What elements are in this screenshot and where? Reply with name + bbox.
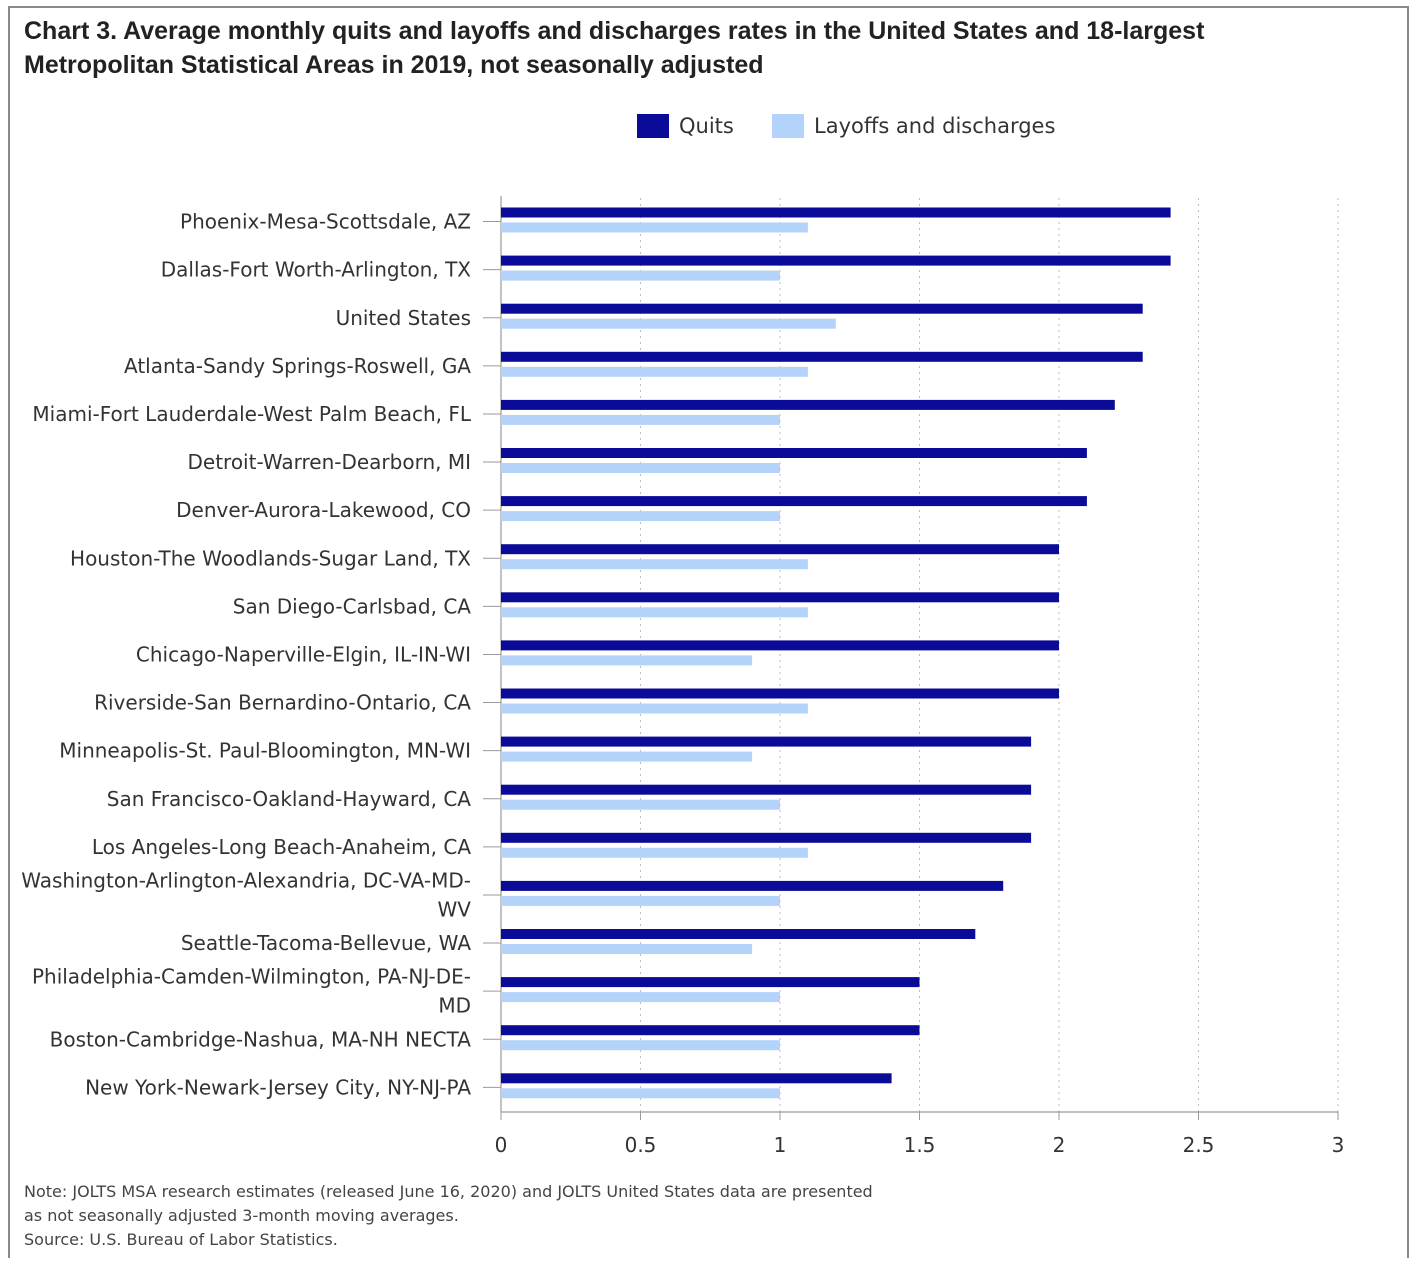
note-line: as not seasonally adjusted 3-month movin… [24, 1206, 459, 1225]
category-label: United States [336, 306, 471, 330]
bar-quits [501, 351, 1143, 362]
bar-quits [501, 784, 1032, 795]
category-label: WV [438, 897, 472, 921]
bar-layoffs [501, 895, 780, 906]
x-tick-label: 3 [1332, 1133, 1345, 1157]
bar-quits [501, 592, 1059, 603]
bar-quits [501, 544, 1059, 555]
bar-layoffs [501, 847, 808, 858]
category-label: Boston-Cambridge-Nashua, MA-NH NECTA [50, 1027, 472, 1051]
bar-quits [501, 207, 1171, 218]
legend-swatch-quits [637, 114, 669, 138]
source-line: Source: U.S. Bureau of Labor Statistics. [24, 1230, 338, 1249]
bar-layoffs [501, 1040, 780, 1051]
bar-quits [501, 929, 976, 939]
x-tick-label: 1.5 [904, 1133, 936, 1157]
category-label: MD [438, 994, 471, 1018]
category-label: San Diego-Carlsbad, CA [233, 594, 472, 618]
category-label: Phoenix-Mesa-Scottsdale, AZ [180, 210, 471, 234]
chart-title: Chart 3. Average monthly quits and layof… [24, 17, 1205, 79]
category-label: Denver-Aurora-Lakewood, CO [176, 498, 471, 522]
category-label: Washington-Arlington-Alexandria, DC-VA-M… [21, 868, 471, 892]
bar-quits [501, 736, 1032, 747]
bar-layoffs [501, 559, 808, 570]
bar-layoffs [501, 270, 780, 281]
bar-layoffs [501, 992, 780, 1003]
bar-layoffs [501, 463, 780, 473]
bar-quits [501, 688, 1059, 699]
bar-layoffs [501, 655, 753, 666]
category-label: Atlanta-Sandy Springs-Roswell, GA [124, 354, 471, 378]
category-label: Riverside-San Bernardino-Ontario, CA [94, 691, 471, 715]
category-label: Los Angeles-Long Beach-Anaheim, CA [92, 835, 471, 859]
bar-quits [501, 303, 1143, 314]
bar-layoffs [501, 944, 753, 954]
bar-quits [501, 448, 1087, 458]
x-tick-label: 2 [1053, 1133, 1066, 1157]
category-label: Detroit-Warren-Dearborn, MI [187, 450, 471, 474]
category-label: Chicago-Naperville-Elgin, IL-IN-WI [136, 642, 471, 666]
category-label: Minneapolis-St. Paul-Bloomington, MN-WI [59, 739, 471, 763]
category-label: Philadelphia-Camden-Wilmington, PA-NJ-DE… [32, 965, 471, 989]
bar-layoffs [501, 318, 836, 329]
bar-quits [501, 399, 1115, 410]
bar-layoffs [501, 703, 808, 714]
category-label: Houston-The Woodlands-Sugar Land, TX [70, 546, 471, 570]
bar-layoffs [501, 799, 780, 810]
bar-quits [501, 880, 1004, 891]
x-tick-label: 2.5 [1183, 1133, 1215, 1157]
category-label: Miami-Fort Lauderdale-West Palm Beach, F… [32, 402, 471, 426]
bar-quits [501, 1025, 920, 1036]
legend-item-layoffs[interactable]: Layoffs and discharges [772, 108, 1055, 144]
bar-layoffs [501, 511, 780, 522]
bar-quits [501, 640, 1059, 651]
bar-layoffs [501, 751, 753, 762]
legend-label-layoffs: Layoffs and discharges [814, 114, 1056, 138]
legend-swatch-layoffs [772, 114, 804, 138]
category-label: New York-Newark-Jersey City, NY-NJ-PA [85, 1075, 471, 1099]
bar-layoffs [501, 366, 808, 377]
category-label: San Francisco-Oakland-Hayward, CA [107, 787, 472, 811]
bar-layoffs [501, 414, 780, 425]
category-label: Seattle-Tacoma-Bellevue, WA [181, 931, 471, 955]
x-tick-label: 1 [774, 1133, 787, 1157]
note-line: Note: JOLTS MSA research estimates (rele… [24, 1182, 873, 1201]
chart-legend: Quits Layoffs and discharges [0, 108, 1417, 144]
bar-quits [501, 255, 1171, 266]
legend-label-quits: Quits [679, 114, 734, 138]
bar-layoffs [501, 607, 808, 618]
x-tick-label: 0.5 [625, 1133, 657, 1157]
bar-quits [501, 977, 920, 988]
legend-item-quits[interactable]: Quits [637, 108, 734, 144]
bar-quits [501, 1073, 892, 1084]
x-tick-label: 0 [495, 1133, 508, 1157]
bar-quits [501, 832, 1032, 843]
bar-layoffs [501, 222, 808, 233]
category-label: Dallas-Fort Worth-Arlington, TX [161, 258, 472, 282]
chart-note: Note: JOLTS MSA research estimates (rele… [24, 1180, 1024, 1252]
bar-chart: 0 0.5 1 1.5 2 2.5 3 Phoenix-Mesa-Scottsdale, AZ… [21, 196, 1345, 1157]
bar-layoffs [501, 1088, 780, 1099]
bar-quits [501, 496, 1087, 507]
